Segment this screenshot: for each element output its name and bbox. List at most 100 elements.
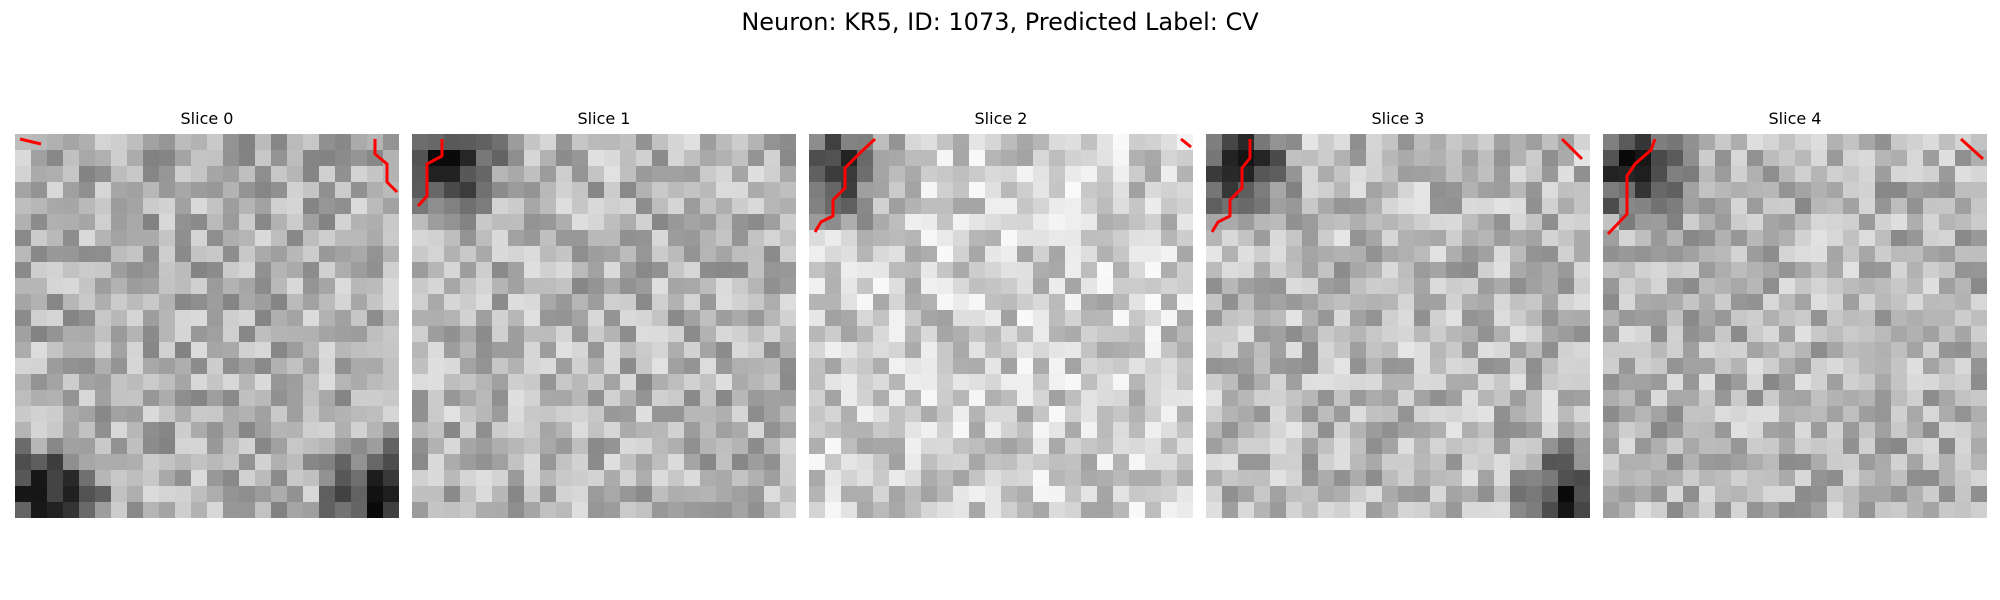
pixel-cell (239, 262, 256, 279)
contour-line (373, 139, 399, 194)
pixel-cell (143, 230, 160, 247)
pixel-cell (1161, 342, 1178, 359)
pixel-cell (460, 198, 477, 215)
pixel-cell (636, 342, 653, 359)
pixel-cell (1334, 182, 1351, 199)
pixel-cell (127, 390, 144, 407)
pixel-cell (857, 326, 874, 343)
pixel-cell (476, 422, 493, 439)
pixel-cell (1017, 214, 1034, 231)
pixel-cell (1430, 230, 1447, 247)
pixel-cell (1145, 134, 1162, 151)
pixel-cell (1603, 326, 1620, 343)
pixel-cell (1526, 502, 1543, 518)
pixel-cell (1446, 502, 1463, 518)
pixel-cell (1574, 278, 1590, 295)
pixel-cell (1891, 438, 1908, 455)
pixel-cell (239, 422, 256, 439)
pixel-cell (1414, 422, 1431, 439)
pixel-cell (1574, 438, 1590, 455)
pixel-cell (572, 278, 589, 295)
pixel-cell (1462, 310, 1479, 327)
pixel-cell (953, 374, 970, 391)
pixel-cell (1414, 406, 1431, 423)
pixel-cell (684, 326, 701, 343)
pixel-cell (1430, 438, 1447, 455)
pixel-cell (1715, 454, 1732, 471)
pixel-cell (444, 166, 461, 183)
pixel-cell (1414, 438, 1431, 455)
pixel-cell (1366, 502, 1383, 518)
pixel-cell (1318, 214, 1335, 231)
pixel-cell (492, 294, 509, 311)
pixel-cell (508, 422, 525, 439)
pixel-cell (1081, 310, 1098, 327)
pixel-cell (1843, 326, 1860, 343)
pixel-cell (889, 182, 906, 199)
pixel-cell (1747, 486, 1764, 503)
pixel-cell (748, 294, 765, 311)
pixel-cell (1334, 310, 1351, 327)
pixel-cell (556, 150, 573, 167)
pixel-cell (1446, 470, 1463, 487)
pixel-cell (1859, 358, 1876, 375)
pixel-cell (1526, 486, 1543, 503)
pixel-cell (159, 422, 176, 439)
pixel-cell (15, 390, 32, 407)
pixel-cell (1651, 214, 1668, 231)
pixel-cell (1939, 406, 1956, 423)
pixel-cell (636, 326, 653, 343)
pixel-cell (780, 390, 796, 407)
pixel-cell (1334, 326, 1351, 343)
pixel-cell (1683, 278, 1700, 295)
pixel-cell (1651, 502, 1668, 518)
pixel-cell (1145, 262, 1162, 279)
pixel-cell (444, 294, 461, 311)
pixel-cell (175, 486, 192, 503)
pixel-cell (1955, 230, 1972, 247)
pixel-cell (873, 422, 890, 439)
pixel-cell (175, 294, 192, 311)
pixel-cell (1923, 454, 1940, 471)
pixel-cell (1446, 342, 1463, 359)
pixel-cell (841, 342, 858, 359)
pixel-cell (1286, 470, 1303, 487)
pixel-cell (1731, 326, 1748, 343)
pixel-cell (588, 502, 605, 518)
pixel-cell (1270, 310, 1287, 327)
pixel-cell (444, 406, 461, 423)
pixel-cell (1955, 294, 1972, 311)
pixel-cell (1334, 278, 1351, 295)
pixel-cell (1238, 278, 1255, 295)
pixel-cell (1558, 406, 1575, 423)
pixel-cell (255, 262, 272, 279)
pixel-cell (1891, 150, 1908, 167)
pixel-cell (255, 150, 272, 167)
pixel-cell (508, 150, 525, 167)
pixel-cell (1494, 486, 1511, 503)
pixel-cell (825, 262, 842, 279)
pixel-cell (1939, 166, 1956, 183)
pixel-cell (1462, 422, 1479, 439)
pixel-cell (1286, 390, 1303, 407)
pixel-cell (1779, 454, 1796, 471)
pixel-cell (1843, 454, 1860, 471)
pixel-cell (31, 246, 48, 263)
pixel-cell (383, 262, 399, 279)
pixel-cell (191, 342, 208, 359)
pixel-cell (921, 438, 938, 455)
pixel-cell (492, 230, 509, 247)
pixel-cell (1651, 262, 1668, 279)
pixel-cell (412, 230, 429, 247)
pixel-cell (748, 198, 765, 215)
pixel-cell (95, 134, 112, 151)
pixel-cell (1526, 198, 1543, 215)
pixel-cell (1731, 182, 1748, 199)
pixel-cell (492, 326, 509, 343)
pixel-cell (287, 374, 304, 391)
pixel-cell (428, 214, 445, 231)
pixel-cell (31, 502, 48, 518)
pixel-cell (1699, 342, 1716, 359)
pixel-cell (1699, 246, 1716, 263)
pixel-cell (1081, 390, 1098, 407)
